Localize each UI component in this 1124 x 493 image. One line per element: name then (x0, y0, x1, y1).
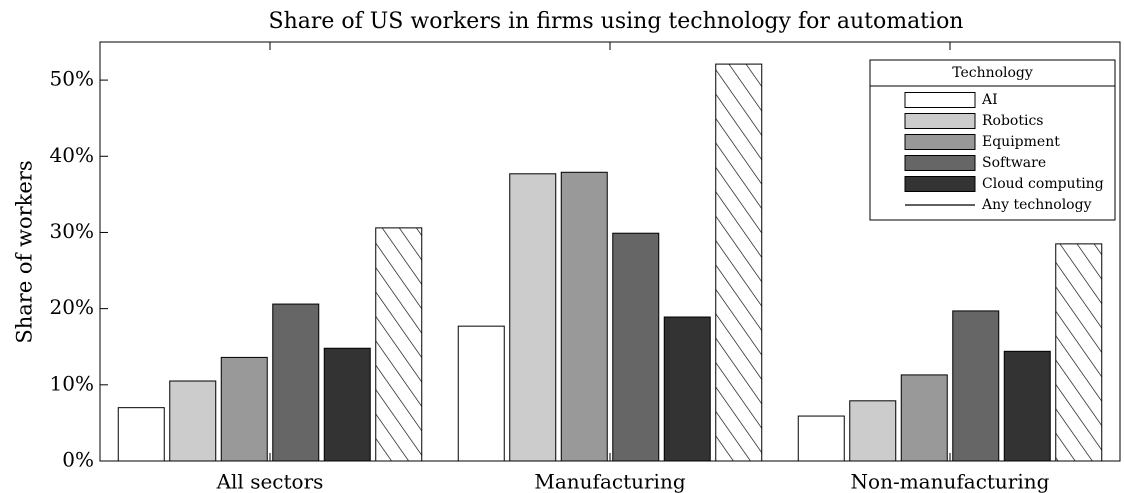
bar (117, 407, 165, 462)
bar (375, 227, 423, 462)
legend-swatch (904, 176, 976, 192)
bar (509, 173, 557, 462)
y-axis-label: Share of workers (13, 160, 37, 343)
legend-label: Software (982, 155, 1046, 171)
legend-label: Equipment (982, 134, 1060, 150)
y-tick-label: 10% (50, 371, 94, 395)
bar (715, 63, 763, 462)
y-tick-label: 20% (50, 295, 94, 319)
bar (220, 356, 268, 462)
legend-swatch (904, 134, 976, 150)
legend-label: Robotics (982, 113, 1044, 129)
bar (560, 171, 608, 462)
bar (952, 310, 1000, 462)
x-tick-label: Manufacturing (534, 470, 685, 493)
bar (797, 415, 845, 462)
bar (323, 347, 371, 462)
x-tick-label: All sectors (216, 470, 324, 493)
legend-label: AI (981, 92, 998, 108)
bar (849, 400, 897, 462)
legend-title: Technology (952, 65, 1033, 81)
bar (612, 232, 660, 462)
bar (900, 374, 948, 462)
bar (169, 380, 217, 462)
bar (457, 325, 505, 462)
y-tick-label: 0% (62, 448, 94, 472)
bar (272, 303, 320, 462)
y-tick-label: 50% (50, 67, 94, 91)
bar (1055, 243, 1103, 462)
legend-swatch (904, 92, 976, 108)
legend-label: Cloud computing (982, 176, 1104, 192)
y-tick-label: 40% (50, 143, 94, 167)
legend-swatch (904, 155, 976, 171)
chart-title: Share of US workers in firms using techn… (269, 9, 964, 34)
x-tick-label: Non-manufacturing (851, 470, 1050, 493)
bar (663, 316, 711, 462)
legend-label: Any technology (981, 197, 1092, 213)
y-tick-label: 30% (50, 219, 94, 243)
legend-swatch (904, 113, 976, 129)
bar (1003, 350, 1051, 462)
plot-frame (99, 41, 1121, 462)
